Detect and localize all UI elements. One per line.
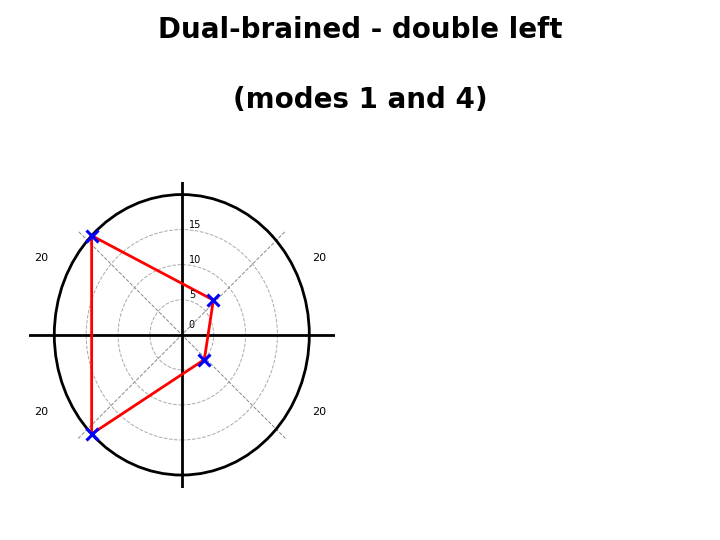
Text: Dual-brained - double left: Dual-brained - double left — [158, 16, 562, 44]
Text: 15: 15 — [189, 220, 202, 229]
Text: 20: 20 — [34, 407, 48, 417]
Text: 20: 20 — [34, 253, 48, 262]
Text: 0: 0 — [188, 320, 194, 330]
Text: 5: 5 — [189, 290, 196, 300]
Text: 20: 20 — [312, 407, 327, 417]
Text: 10: 10 — [189, 255, 202, 265]
Text: 20: 20 — [312, 253, 327, 262]
Text: (modes 1 and 4): (modes 1 and 4) — [233, 86, 487, 114]
Text: Strong frontal left and basal left skills.: Strong frontal left and basal left skill… — [360, 138, 633, 151]
